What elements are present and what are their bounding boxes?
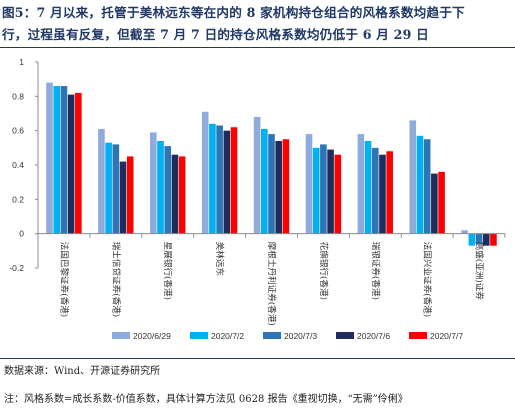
bar [112,144,120,234]
bar [364,140,372,234]
bar [178,156,186,234]
bar [379,154,386,234]
bar [482,233,490,246]
category-label: 花旗银行(香港) [318,242,330,300]
bar [98,128,105,234]
bar [386,151,393,234]
bar [438,171,445,234]
bar [253,116,261,234]
bar [320,144,327,234]
bar [216,125,223,234]
bar [171,154,179,234]
legend-swatch [112,332,130,339]
y-tick-label: 0.2 [12,194,24,204]
category-label: 瑞银证券(香港) [370,242,382,300]
bar [327,149,334,234]
bar [105,142,112,234]
bar [490,233,497,246]
y-tick-label: 0 [19,229,24,239]
bar [67,94,75,234]
source-divider [0,358,515,359]
bar [275,140,282,234]
bar [46,82,53,234]
bar [119,161,127,234]
bar [261,128,268,234]
bar [268,134,275,234]
category-label: 瑞士信贷证券(香港) [110,242,122,317]
category-label: 法国兴业证券(香港) [422,242,434,317]
bar [150,132,157,234]
source-text: 数据来源：Wind、开源证券研究所 [4,366,161,377]
category-label: 美林远东 [214,242,226,277]
bar [305,134,313,234]
category-label: 法国巴黎证券(香港) [58,242,70,317]
bar [423,139,431,234]
legend-swatch [409,332,427,339]
bar [357,134,365,234]
legend-label: 2020/7/3 [284,331,317,341]
bar [209,123,216,234]
figure-title-line1: 图5：7 月以来，托管于美林远东等在内的 8 家机构持仓组合的风格系数均趋于下 [2,5,465,20]
title-divider [0,47,515,48]
legend-label: 2020/7/6 [357,331,390,341]
bar [157,140,164,234]
legend-label: 2020/7/2 [211,331,244,341]
y-tick-label: 0.8 [12,91,24,101]
category-label: 星展银行(香港) [162,242,174,300]
legend-label: 2020/6/29 [133,331,171,341]
legend-label: 2020/7/7 [430,331,463,341]
bar [371,147,379,234]
figure-title-line2: 行，过程虽有反复，但截至 7 月 7 日的持仓风格系数均仍低于 6 月 29 日 [2,27,429,42]
bar-chart: -0.2 0 0.2 0.4 0.6 0.8 1 法国巴黎证券(香港) 瑞士信贷证券(香港) 星展… [9,57,506,341]
y-tick-label: 0.6 [12,126,24,136]
bar [416,135,424,234]
y-tick-label: 1 [19,57,24,67]
bar [164,146,172,234]
bar [201,111,209,234]
bar [431,173,438,234]
bar [75,92,82,234]
bar [334,154,342,234]
category-label: 高盛(亚洲)证券 [474,242,486,301]
legend-swatch [336,332,354,339]
bar [53,86,61,234]
note-text: 注：风格系数=成长系数-价值系数，具体计算方法见 0628 报告《重视切换，“无… [4,394,408,405]
bar [223,130,231,234]
y-tick-label: -0.2 [9,263,24,273]
bar [230,127,238,234]
bar [282,139,290,234]
bar [409,120,417,234]
legend-swatch [190,332,208,339]
bar [461,230,468,234]
bar [468,233,476,246]
bar [126,156,134,234]
category-label: 摩根士丹利证券(香港) [266,242,278,326]
figure-title: 图5：7 月以来，托管于美林远东等在内的 8 家机构持仓组合的风格系数均趋于下 … [2,2,513,46]
bar [312,147,320,234]
legend-swatch [263,332,281,339]
bar [475,233,483,244]
bar [60,86,68,234]
y-tick-label: 0.4 [12,160,24,170]
